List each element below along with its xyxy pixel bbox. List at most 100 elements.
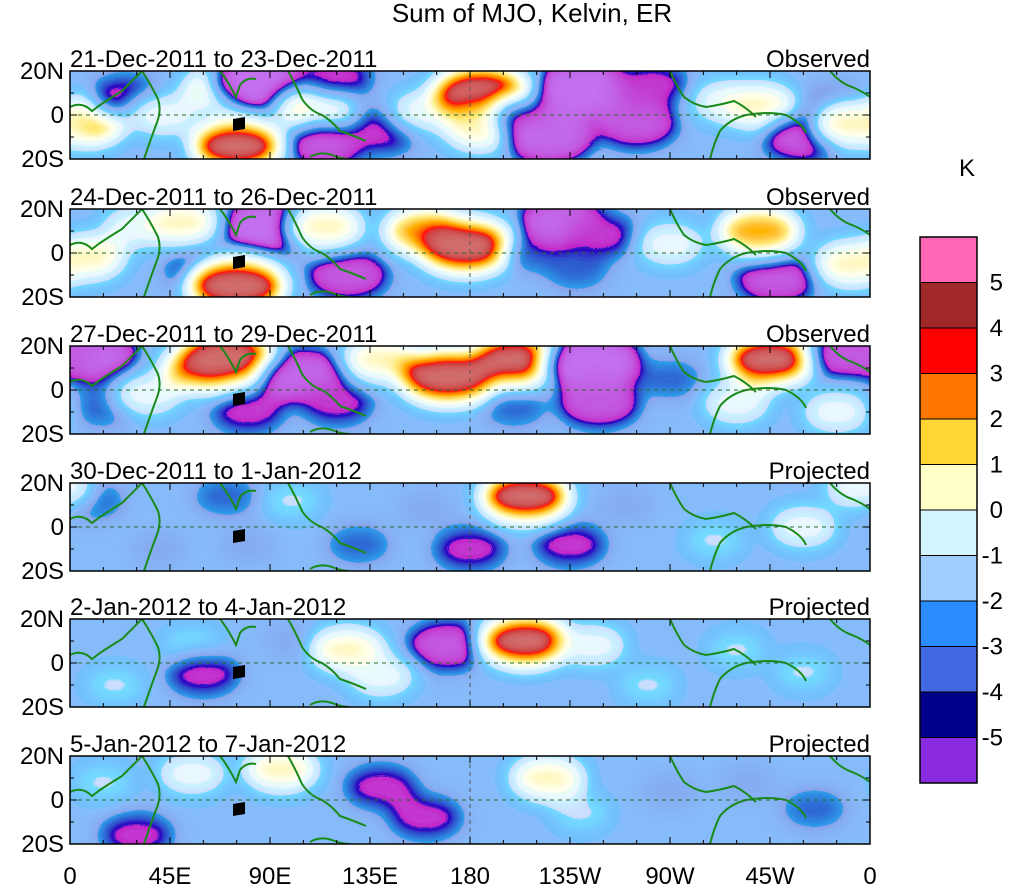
index-box [233,802,245,816]
coast-india [219,71,257,100]
colorbar-tick-label: 3 [990,361,1003,388]
colorbar-frame [919,236,978,784]
colorbar-tick-label: -2 [982,588,1003,615]
anomaly-6-2 [98,813,175,844]
coast-central-america [669,756,757,803]
anomaly-4-9 [479,483,572,523]
map-panel-5: 20N 0 20S 2-Jan-2012 to 4-Jan-2012 Projected [20,594,871,721]
coast-africa-east [141,71,161,159]
panel-dates: 27-Dec-2011 to 29-Dec-2011 [70,321,377,348]
colorbar-swatch [919,327,978,374]
panel-dates: 5-Jan-2012 to 7-Jan-2012 [70,731,346,758]
index-box [233,255,245,269]
panel-dates: 24-Dec-2011 to 26-Dec-2011 [70,184,377,211]
colorbar-tick-label: 4 [990,315,1003,342]
anomaly-1-23 [814,101,870,146]
anomaly-2-5 [186,258,287,297]
anomaly-1-17 [594,99,679,148]
colorbar-swatch [919,418,978,465]
anomaly-6-8 [551,795,612,832]
anomaly-4-4 [217,526,278,563]
anomaly-4-12 [684,522,745,559]
colorbar-units: K [959,155,975,182]
anomaly-field [70,71,870,159]
anomaly-5-7 [405,621,490,670]
colorbar-swatch [919,509,978,556]
coast-india [219,756,257,785]
coast-africa-east [141,483,161,571]
index-box [233,665,245,679]
coast-africa-north [70,346,143,388]
anomaly-6-7 [509,756,586,800]
colorbar-swatch [919,464,978,511]
coast-africa-west [829,71,870,98]
anomaly-2-10 [415,218,516,275]
anomaly-3-14 [556,379,641,428]
anomaly-5-10 [617,667,678,703]
map-panel-2: 20N 0 20S 24-Dec-2011 to 26-Dec-2011 Observe… [20,184,871,311]
y-tick-label: 20S [21,421,64,448]
y-tick-label: 0 [51,240,64,267]
anomaly-5-6 [347,656,416,697]
panel-dates: 30-Dec-2011 to 1-Jan-2012 [70,458,362,485]
colorbar-tick-label: -4 [982,679,1003,706]
x-tick-label: 45W [745,863,795,889]
coast-india [219,209,257,238]
anomaly-3-17 [724,346,816,386]
coastlines [70,756,870,844]
colorbar-tick-label: 1 [990,452,1003,479]
index-box [233,117,245,131]
y-tick-label: 20S [21,694,64,721]
anomaly-2-13 [565,213,642,258]
x-axis: 0 45E 90E 135E 180 135W 90W 45W 0 [63,863,876,889]
panel-dates: 2-Jan-2012 to 4-Jan-2012 [70,594,346,621]
coastlines [70,71,870,159]
coast-india [219,346,257,375]
coast-central-america [669,619,757,666]
colorbar-tick-label: -1 [982,543,1003,570]
y-tick-label: 0 [51,650,64,677]
coast-africa-north [70,483,143,525]
anomaly-2-8 [305,251,390,297]
anomaly-4-7 [395,491,456,528]
panel-status: Observed [766,184,870,211]
coast-africa-west [829,756,870,783]
figure-title: Sum of MJO, Kelvin, ER [392,0,672,28]
coast-africa-east [141,346,161,434]
coast-africa-north [70,209,143,251]
y-tick-label: 20S [21,284,64,311]
anomaly-4-2 [128,531,189,567]
anomaly-2-16 [716,209,801,255]
colorbar-tick-label: 5 [990,270,1003,297]
colorbar-swatch [919,555,978,602]
y-tick-label: 0 [51,377,64,404]
colorbar-swatch [919,282,978,329]
colorbar-swatch [919,236,978,283]
coast-central-america [669,346,757,393]
colorbar-swatch [919,373,978,420]
anomaly-6-3 [158,756,227,794]
anomaly-3-11 [468,346,561,386]
x-tick-label: 180 [450,863,490,889]
x-tick-label: 45E [149,863,192,889]
map-panel-1: 20N 0 20S 21-Dec-2011 to 23-Dec-2011 Observe… [20,46,871,173]
anomaly-3-13 [542,346,643,392]
anomaly-6-1 [73,764,134,801]
index-box [233,392,245,406]
anomaly-2-14 [542,250,611,291]
anomaly-4-10 [532,522,608,567]
anomaly-2-7 [287,209,364,249]
y-tick-label: 0 [51,787,64,814]
panel-status: Projected [769,594,870,621]
anomaly-5-12 [773,653,834,690]
colorbar: 5 4 3 2 1 0 -1 -2 -3 -4 -5 K [919,155,1003,784]
index-box [233,529,245,543]
colorbar-swatch [919,691,978,738]
anomaly-3-3 [113,374,182,415]
panel-status: Observed [766,321,870,348]
colorbar-swatch [919,600,978,647]
anomaly-1-3 [129,95,198,135]
coast-africa-west [829,209,870,236]
anomaly-3-5 [175,346,276,385]
